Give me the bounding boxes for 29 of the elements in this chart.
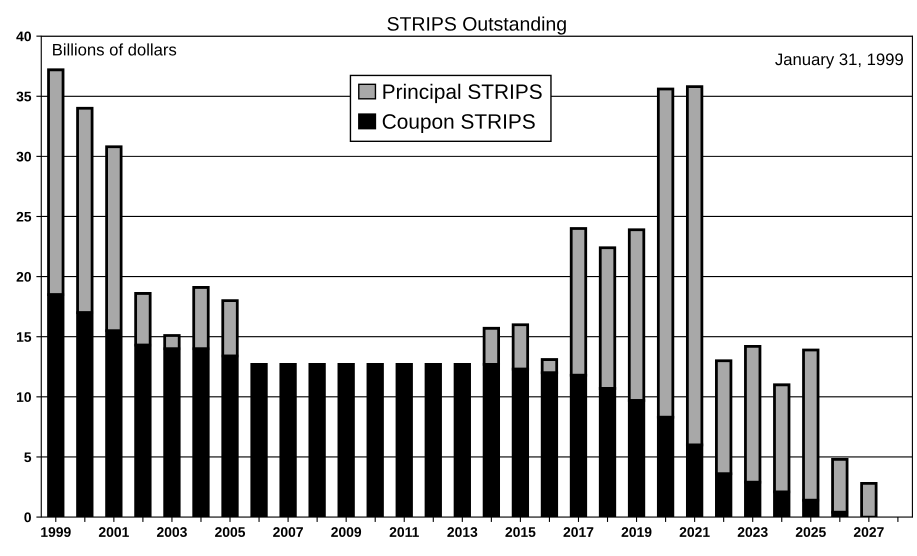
x-tick-label: 2011	[390, 527, 419, 538]
x-tick-label: 2001	[98, 527, 129, 538]
x-tick-label: 2003	[156, 527, 187, 538]
legend-label: Principal STRIPS	[383, 84, 542, 104]
x-tick-label: 2025	[796, 527, 826, 538]
y-tick-label: 20	[16, 272, 31, 282]
x-tick-label: 2009	[331, 527, 362, 538]
y-tick-label: 40	[16, 31, 31, 42]
x-tick-label: 2007	[273, 527, 303, 538]
x-tick-label: 2017	[564, 527, 594, 538]
y-tick-label: 25	[16, 212, 32, 222]
y-tick-label: 0	[24, 512, 31, 522]
annotation: January 31, 1999	[775, 53, 903, 69]
legend-label: Coupon STRIPS	[382, 114, 535, 134]
x-tick-label: 2013	[447, 527, 478, 538]
y-tick-label: 15	[16, 332, 32, 342]
x-tick-label: 2019	[622, 527, 652, 538]
x-tick-label: 2027	[854, 527, 884, 538]
x-tick-label: 2015	[505, 527, 536, 538]
y-tick-label: 5	[24, 452, 32, 462]
annotation: Billions of dollars	[53, 43, 176, 56]
y-tick-label: 35	[16, 92, 32, 102]
x-tick-label: 1999	[41, 527, 71, 538]
x-tick-label: 2023	[738, 527, 768, 538]
x-tick-label: 2005	[215, 527, 246, 538]
y-tick-label: 30	[16, 152, 31, 162]
y-tick-label: 10	[16, 392, 31, 402]
chart-title: STRIPS Outstanding	[387, 16, 566, 35]
x-tick-label: 2021	[680, 527, 710, 538]
